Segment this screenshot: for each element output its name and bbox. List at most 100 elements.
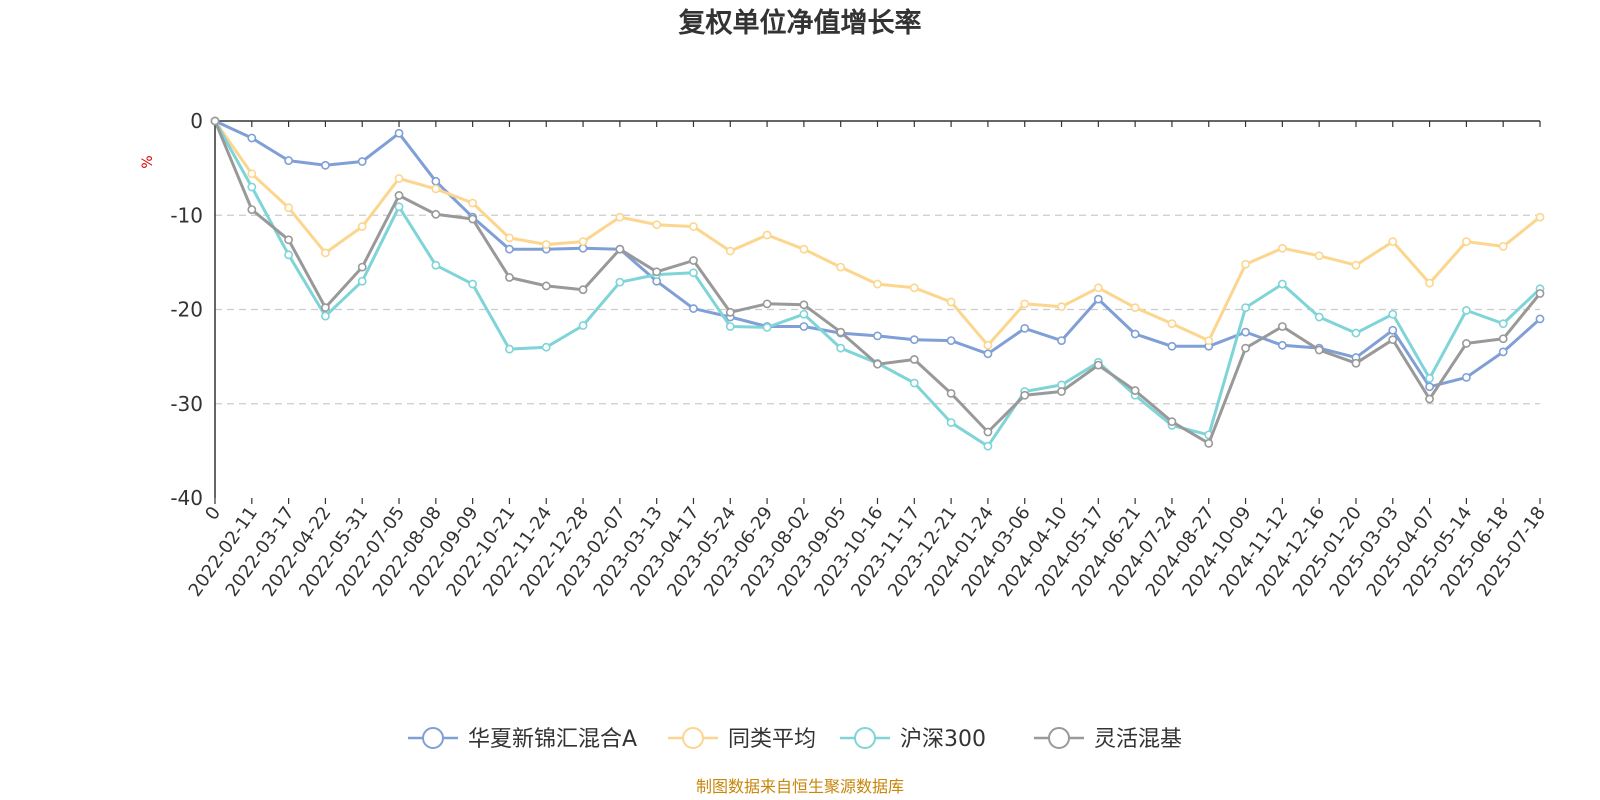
- legend-marker-icon: [1048, 727, 1070, 749]
- data-point: [578, 237, 588, 247]
- data-point: [1461, 237, 1471, 247]
- data-point: [1388, 237, 1398, 247]
- legend-label: 华夏新锦汇混合A: [468, 727, 637, 752]
- data-point: [505, 344, 514, 354]
- data-point: [541, 240, 551, 249]
- data-point: [1535, 212, 1545, 222]
- data-point: [505, 233, 514, 243]
- data-point: [1130, 329, 1140, 339]
- data-point: [1425, 382, 1434, 392]
- data-point: [357, 262, 367, 272]
- data-point: [1093, 283, 1103, 293]
- data-point: [394, 174, 404, 183]
- series-3: [210, 116, 1545, 448]
- data-point: [1020, 299, 1030, 309]
- data-point: [799, 244, 809, 254]
- data-point: [321, 160, 330, 170]
- data-point: [468, 214, 478, 224]
- data-point: [909, 283, 919, 293]
- data-point: [468, 198, 478, 208]
- data-point: [1351, 260, 1361, 270]
- data-point: [357, 157, 367, 166]
- data-point: [1498, 319, 1508, 329]
- data-point: [431, 260, 441, 270]
- data-point: [505, 244, 514, 254]
- data-point: [1167, 417, 1177, 427]
- data-point: [1241, 259, 1250, 269]
- data-point: [762, 323, 772, 332]
- data-point: [909, 378, 919, 388]
- data-point: [1204, 438, 1214, 448]
- data-point: [321, 303, 330, 313]
- data-point: [1167, 319, 1177, 329]
- data-point: [725, 246, 735, 256]
- data-point: [1425, 278, 1434, 288]
- legend-item[interactable]: 同类平均: [668, 727, 816, 752]
- data-point: [762, 299, 772, 309]
- data-point: [1057, 336, 1066, 346]
- data-point: [1351, 358, 1361, 368]
- data-point: [1461, 306, 1471, 315]
- data-point: [836, 327, 846, 337]
- data-point: [615, 212, 625, 222]
- data-point: [1314, 251, 1324, 261]
- legend-marker-icon: [422, 727, 444, 749]
- data-point: [946, 336, 956, 346]
- data-point: [321, 311, 330, 321]
- y-tick-label: 0: [190, 109, 203, 133]
- data-point: [946, 388, 956, 398]
- data-point: [505, 273, 514, 282]
- data-point: [541, 281, 551, 291]
- data-point: [873, 279, 882, 289]
- chart-title: 复权单位净值增长率: [679, 7, 922, 39]
- data-point: [1388, 309, 1398, 319]
- data-point: [1057, 302, 1066, 312]
- data-point: [394, 128, 404, 138]
- data-point: [652, 220, 662, 230]
- data-point: [946, 418, 956, 427]
- data-point: [799, 300, 809, 310]
- data-point: [284, 203, 294, 213]
- data-point: [1020, 390, 1030, 400]
- data-point: [1277, 243, 1287, 253]
- data-point: [1020, 323, 1030, 333]
- data-point: [1204, 336, 1214, 346]
- data-point: [1241, 327, 1250, 337]
- data-point: [394, 202, 404, 212]
- data-point: [321, 248, 330, 258]
- data-point: [689, 268, 698, 278]
- data-point: [1535, 289, 1545, 298]
- data-point: [983, 349, 993, 359]
- data-point: [909, 355, 919, 364]
- data-point: [357, 222, 367, 231]
- data-point: [1425, 394, 1434, 404]
- gridlines: [215, 214, 1540, 405]
- y-tick-label: -20: [170, 298, 203, 322]
- data-point: [284, 235, 294, 245]
- data-point: [431, 176, 441, 186]
- data-point: [1241, 303, 1250, 313]
- data-point: [725, 307, 735, 317]
- data-point: [1498, 347, 1508, 357]
- data-point: [1535, 314, 1545, 324]
- data-point: [689, 304, 698, 313]
- data-point: [284, 250, 294, 260]
- data-point: [1388, 335, 1398, 345]
- data-point: [615, 244, 625, 254]
- data-point: [1461, 339, 1471, 348]
- legend-item[interactable]: 沪深300: [840, 727, 986, 752]
- data-point: [836, 343, 846, 353]
- data-point: [799, 322, 809, 331]
- legend-item[interactable]: 华夏新锦汇混合A: [408, 727, 637, 752]
- data-point: [1130, 303, 1140, 313]
- data-point: [946, 297, 956, 307]
- data-point: [247, 182, 257, 192]
- series-lines: [210, 116, 1545, 451]
- legend[interactable]: 华夏新锦汇混合A 同类平均 沪深300 灵活混基: [408, 727, 1182, 752]
- data-point: [1277, 322, 1287, 331]
- legend-label: 灵活混基: [1094, 727, 1182, 752]
- x-tick-label: 0: [201, 503, 225, 524]
- y-tick-label: -40: [170, 486, 203, 510]
- data-point: [1057, 387, 1066, 396]
- legend-item[interactable]: 灵活混基: [1034, 727, 1182, 752]
